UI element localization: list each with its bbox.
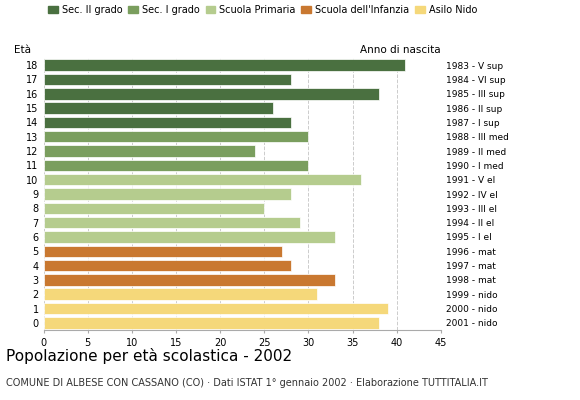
Bar [44, 303, 388, 314]
Bar [44, 317, 379, 328]
Bar [44, 274, 335, 286]
Text: Età: Età [14, 45, 31, 55]
Bar [44, 74, 291, 85]
Bar [44, 288, 317, 300]
Bar [44, 160, 309, 171]
Text: Anno di nascita: Anno di nascita [360, 45, 441, 55]
Bar [44, 145, 255, 157]
Bar [44, 117, 291, 128]
Text: Popolazione per età scolastica - 2002: Popolazione per età scolastica - 2002 [6, 348, 292, 364]
Bar [44, 131, 309, 142]
Bar [44, 102, 273, 114]
Bar [44, 260, 291, 271]
Bar [44, 217, 299, 228]
Bar [44, 88, 379, 100]
Bar [44, 231, 335, 243]
Bar [44, 202, 264, 214]
Bar [44, 246, 282, 257]
Legend: Sec. II grado, Sec. I grado, Scuola Primaria, Scuola dell'Infanzia, Asilo Nido: Sec. II grado, Sec. I grado, Scuola Prim… [48, 5, 477, 15]
Bar [44, 188, 291, 200]
Bar [44, 174, 361, 186]
Text: COMUNE DI ALBESE CON CASSANO (CO) · Dati ISTAT 1° gennaio 2002 · Elaborazione TU: COMUNE DI ALBESE CON CASSANO (CO) · Dati… [6, 378, 488, 388]
Bar [44, 60, 405, 71]
